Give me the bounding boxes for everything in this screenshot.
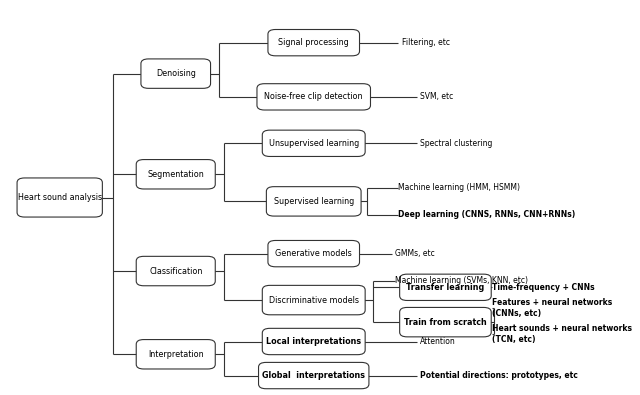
Text: Noise-free clip detection: Noise-free clip detection: [264, 92, 363, 102]
Text: Global  interpretations: Global interpretations: [262, 371, 365, 380]
Text: Deep learning (CNNS, RNNs, CNN+RNNs): Deep learning (CNNS, RNNs, CNN+RNNs): [398, 211, 575, 219]
Text: Features + neural networks
(CNNs, etc): Features + neural networks (CNNs, etc): [493, 298, 612, 318]
Text: Potential directions: prototypes, etc: Potential directions: prototypes, etc: [420, 371, 578, 380]
FancyBboxPatch shape: [399, 274, 492, 301]
Text: Machine learning (SVMs, KNN, etc): Machine learning (SVMs, KNN, etc): [396, 276, 528, 285]
Text: Train from scratch: Train from scratch: [404, 318, 487, 327]
Text: Generative models: Generative models: [275, 249, 352, 258]
FancyBboxPatch shape: [262, 130, 365, 156]
Text: Filtering, etc: Filtering, etc: [401, 38, 449, 47]
FancyBboxPatch shape: [257, 84, 371, 110]
FancyBboxPatch shape: [136, 160, 215, 189]
FancyBboxPatch shape: [399, 307, 492, 337]
FancyBboxPatch shape: [266, 187, 361, 216]
FancyBboxPatch shape: [141, 59, 211, 88]
Text: Heart sounds + neural networks
(TCN, etc): Heart sounds + neural networks (TCN, etc…: [493, 324, 632, 344]
Text: Time-frequency + CNNs: Time-frequency + CNNs: [493, 283, 595, 292]
Text: Interpretation: Interpretation: [148, 350, 204, 359]
Text: Machine learning (HMM, HSMM): Machine learning (HMM, HSMM): [398, 183, 520, 192]
Text: Spectral clustering: Spectral clustering: [420, 139, 493, 148]
Text: Denoising: Denoising: [156, 69, 196, 78]
Text: Transfer learning: Transfer learning: [406, 283, 484, 292]
FancyBboxPatch shape: [268, 241, 360, 267]
Text: Supervised learning: Supervised learning: [274, 197, 354, 206]
Text: Local interpretations: Local interpretations: [266, 337, 362, 346]
FancyBboxPatch shape: [17, 178, 102, 217]
Text: Discriminative models: Discriminative models: [269, 295, 359, 305]
FancyBboxPatch shape: [262, 328, 365, 355]
Text: Segmentation: Segmentation: [147, 170, 204, 179]
Text: Signal processing: Signal processing: [278, 38, 349, 47]
Text: Attention: Attention: [420, 337, 456, 346]
Text: Unsupervised learning: Unsupervised learning: [269, 139, 359, 148]
FancyBboxPatch shape: [262, 285, 365, 315]
Text: GMMs, etc: GMMs, etc: [396, 249, 435, 258]
Text: SVM, etc: SVM, etc: [420, 92, 454, 102]
FancyBboxPatch shape: [268, 30, 360, 56]
Text: Classification: Classification: [149, 267, 202, 276]
FancyBboxPatch shape: [259, 362, 369, 389]
Text: Heart sound analysis: Heart sound analysis: [18, 193, 102, 202]
FancyBboxPatch shape: [136, 256, 215, 286]
FancyBboxPatch shape: [136, 340, 215, 369]
